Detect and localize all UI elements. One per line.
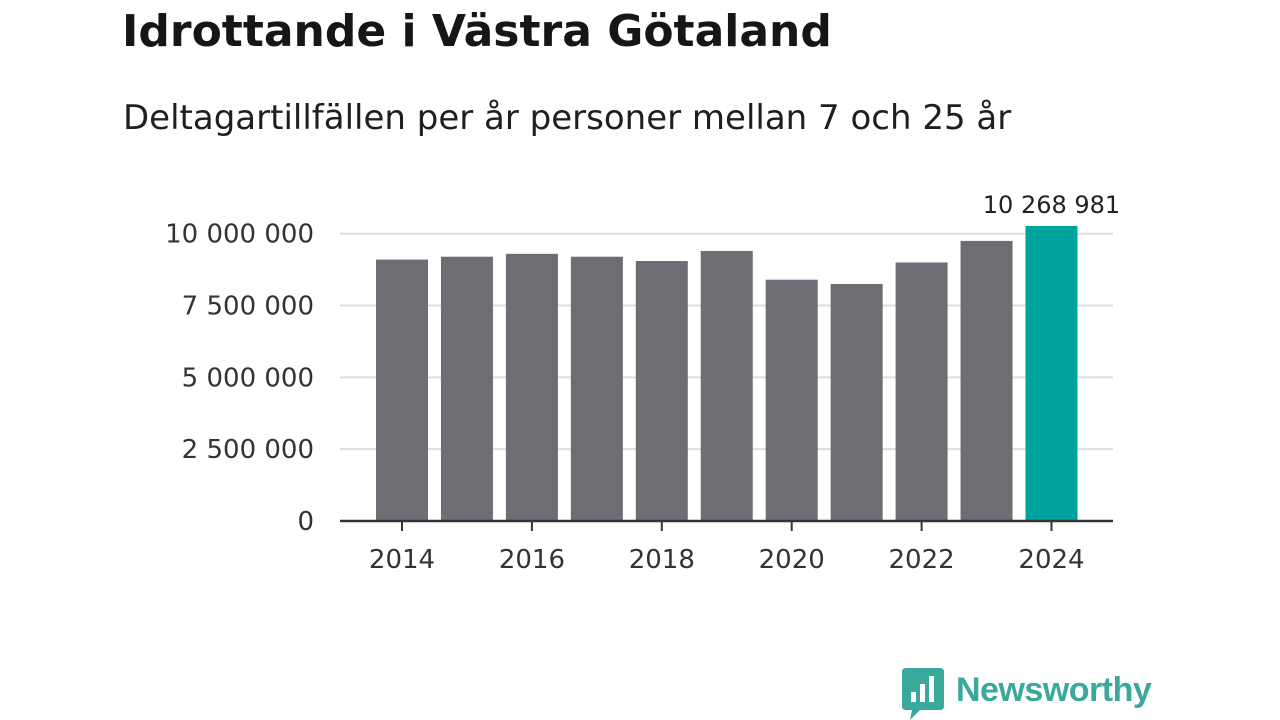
newsworthy-logo: Newsworthy [902,668,1152,720]
x-tick-label: 2020 [759,545,825,575]
brand-name: Newsworthy [956,671,1152,709]
bars [376,226,1078,522]
bar-2017 [570,256,623,521]
bar-2019 [700,250,753,521]
bar-2022 [895,262,948,521]
bar-2014 [376,259,428,521]
x-tick-label: 2016 [499,545,565,575]
x-tick-label: 2014 [369,545,435,575]
x-tick-label: 2022 [889,545,955,575]
bar-2020 [765,279,818,521]
bar-2016 [505,253,558,522]
data-labels: 10 268 981 [983,191,1120,219]
y-tick-label: 7 500 000 [182,292,314,322]
data-label: 10 268 981 [983,191,1120,219]
y-tick-label: 0 [297,507,314,537]
bar-2021 [830,283,883,521]
x-tick-label: 2024 [1018,545,1084,575]
chart-title: Idrottande i Västra Götaland [122,6,832,57]
x-tick-label: 2018 [629,545,695,575]
bar-2023 [960,240,1013,521]
x-axis-ticks: 2014 2016 2018 2020 2022 2024 [369,521,1085,575]
bar-2024 [1025,226,1078,521]
y-tick-label: 10 000 000 [165,220,314,250]
y-tick-label: 5 000 000 [182,363,314,393]
bar-2018 [635,261,688,521]
y-axis-ticks: 0 2 500 000 5 000 000 7 500 000 10 000 000 [165,220,314,537]
bar-2015 [440,256,493,521]
chart-subtitle: Deltagartillfällen per år personer mella… [123,98,1012,138]
y-tick-label: 2 500 000 [182,435,314,465]
bar-chart-speech-bubble-icon [902,668,944,720]
